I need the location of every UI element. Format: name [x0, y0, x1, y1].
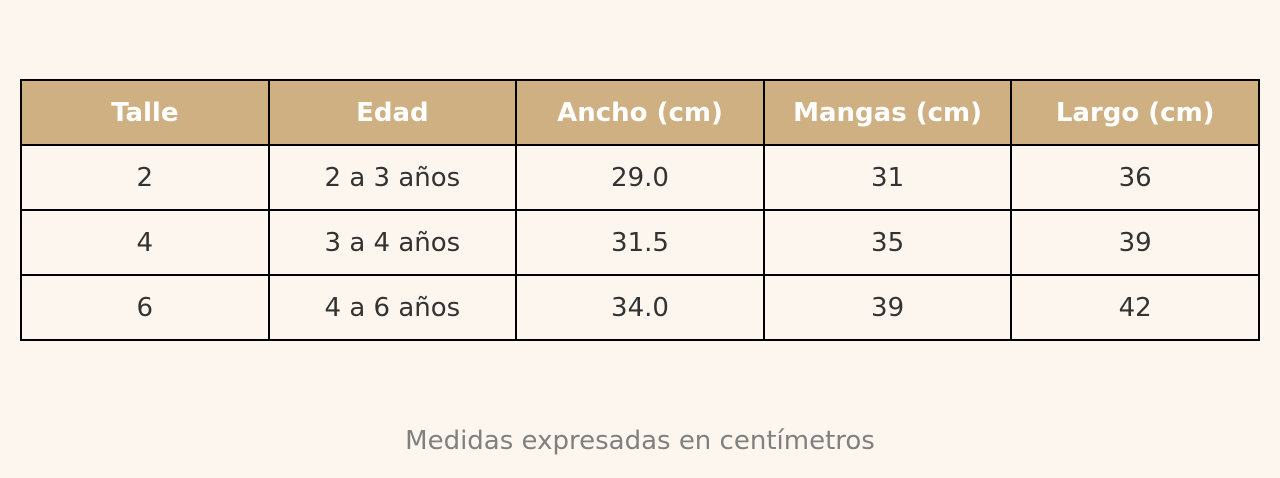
- header-cell: Largo (cm): [1010, 79, 1260, 146]
- table-cell: 3 a 4 años: [267, 209, 518, 276]
- table-cell: 36: [1010, 144, 1260, 211]
- size-table: Talle Edad Ancho (cm) Mangas (cm) Largo (cm)…: [20, 79, 1260, 341]
- table-cell: 2 a 3 años: [267, 144, 518, 211]
- table-header: Talle Edad Ancho (cm) Mangas (cm) Largo (cm): [20, 79, 1260, 146]
- table-cell: 6: [20, 274, 270, 341]
- table-cell: 34.0: [515, 274, 765, 341]
- table-cell: 31.5: [515, 209, 765, 276]
- header-cell: Talle: [20, 79, 270, 146]
- table-cell: 4 a 6 años: [267, 274, 518, 341]
- header-cell: Edad: [267, 79, 518, 146]
- table-cell: 39: [762, 274, 1013, 341]
- table-cell: 31: [762, 144, 1013, 211]
- table-cell: 35: [762, 209, 1013, 276]
- header-cell: Ancho (cm): [515, 79, 765, 146]
- table-cell: 2: [20, 144, 270, 211]
- header-row: Talle Edad Ancho (cm) Mangas (cm) Largo (cm): [20, 79, 1260, 146]
- caption: Medidas expresadas en centímetros: [405, 426, 875, 456]
- table-cell: 29.0: [515, 144, 765, 211]
- table-cell: 4: [20, 209, 270, 276]
- table-cell: 42: [1010, 274, 1260, 341]
- table-cell: 39: [1010, 209, 1260, 276]
- header-cell: Mangas (cm): [762, 79, 1013, 146]
